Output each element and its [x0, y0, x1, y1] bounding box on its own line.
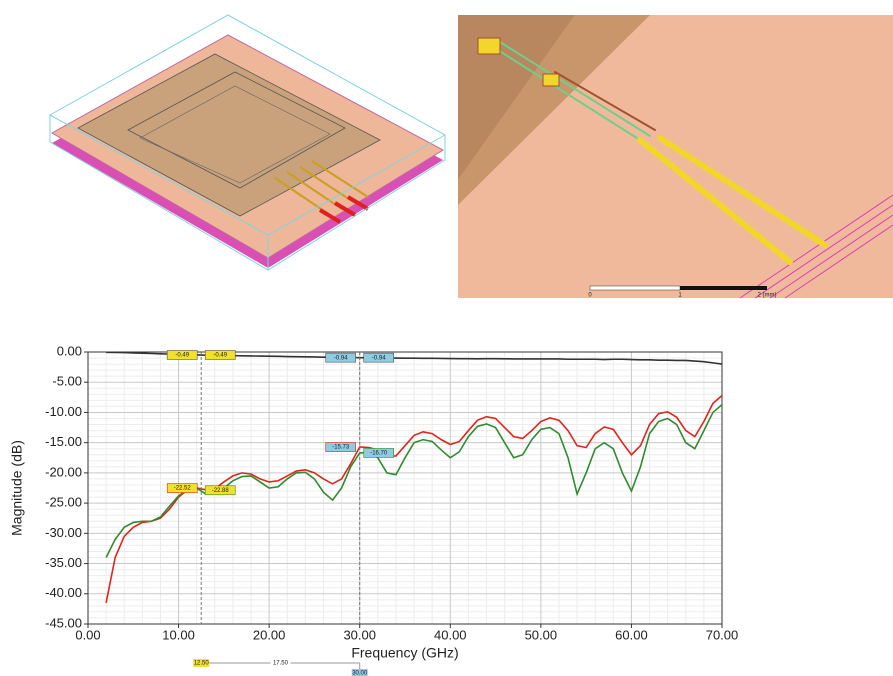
marker-readout-label: -16.70 [370, 451, 388, 457]
x-tick-label: 70.00 [706, 627, 739, 642]
y-tick-label: -5.00 [52, 374, 82, 389]
x-tick-label: 40.00 [434, 627, 467, 642]
x-tick-label: 30.00 [343, 627, 376, 642]
figure: 0 1 2 (mm) Frequency (GHz) Magnitude (dB… [0, 0, 893, 676]
y-tick-label: -35.00 [45, 555, 82, 570]
x-tick-label: 20.00 [253, 627, 286, 642]
y-axis-title: Magnitude (dB) [9, 440, 25, 536]
marker-readout-label: -0.49 [213, 353, 227, 359]
scale-label: 2 (mm) [758, 293, 777, 299]
marker-readout-label: -0.94 [372, 355, 386, 361]
scale-bar [590, 286, 680, 290]
marker-readout-label: -22.52 [174, 486, 192, 492]
y-tick-label: -30.00 [45, 525, 82, 540]
zoom-render: 0 1 2 (mm) [458, 15, 893, 299]
marker-readout-label: -22.88 [212, 488, 230, 494]
marker-readout-label: -15.73 [332, 445, 350, 451]
y-tick-label: -10.00 [45, 404, 82, 419]
y-tick-label: -25.00 [45, 495, 82, 510]
y-tick-label: 0.00 [57, 343, 82, 358]
x-tick-label: 10.00 [162, 627, 195, 642]
x-tick-label: 50.00 [525, 627, 558, 642]
marker-x-label: 30.00 [352, 671, 368, 676]
pad [543, 74, 559, 86]
y-tick-label: -40.00 [45, 585, 82, 600]
package-render [50, 15, 445, 270]
pad [478, 38, 500, 54]
delta-label: 17.50 [273, 661, 289, 667]
marker-x-label: 12.50 [194, 661, 210, 667]
marker-readout-label: -0.94 [334, 355, 348, 361]
x-axis-title: Frequency (GHz) [351, 645, 458, 661]
x-tick-label: 60.00 [615, 627, 648, 642]
marker-readout-label: -0.49 [175, 353, 189, 359]
y-tick-label: -15.00 [45, 434, 82, 449]
x-tick-label: 0.00 [75, 627, 100, 642]
y-tick-label: -20.00 [45, 464, 82, 479]
scale-bar [680, 286, 767, 290]
